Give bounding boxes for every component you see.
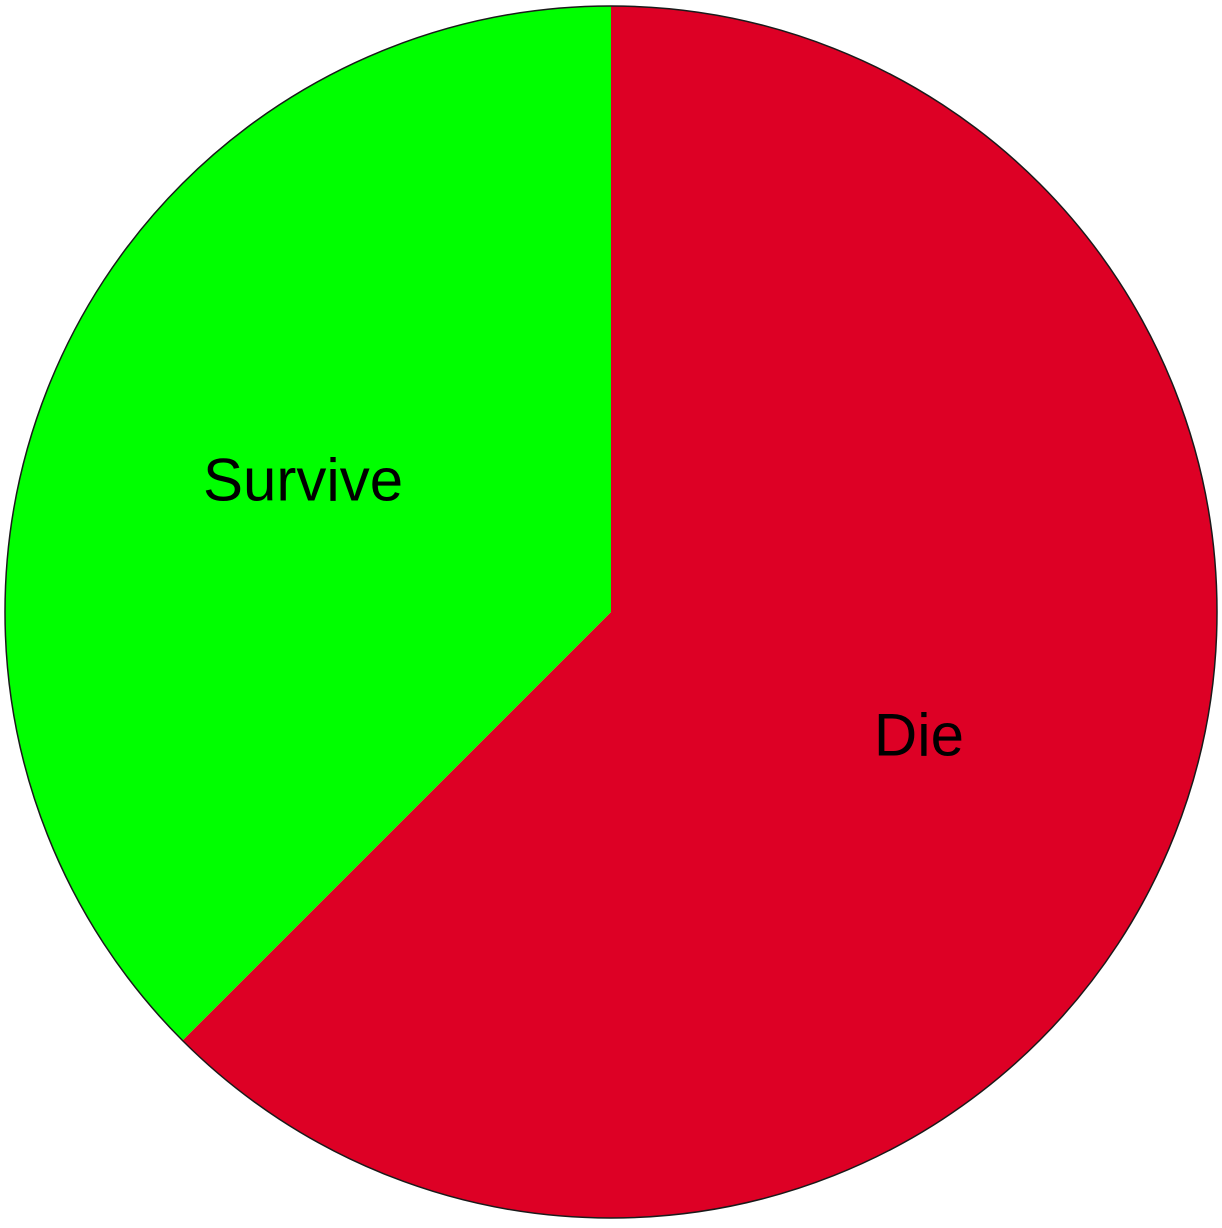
pie-slice-survive <box>4 6 612 1041</box>
pie-label-survive: Survive <box>203 446 403 513</box>
pie-slices <box>4 6 1217 1218</box>
pie-slice-die <box>182 6 1217 1218</box>
pie-label-die: Die <box>874 701 964 768</box>
pie-labels: Die Survive <box>203 446 964 768</box>
pie-outline <box>4 5 1218 1219</box>
